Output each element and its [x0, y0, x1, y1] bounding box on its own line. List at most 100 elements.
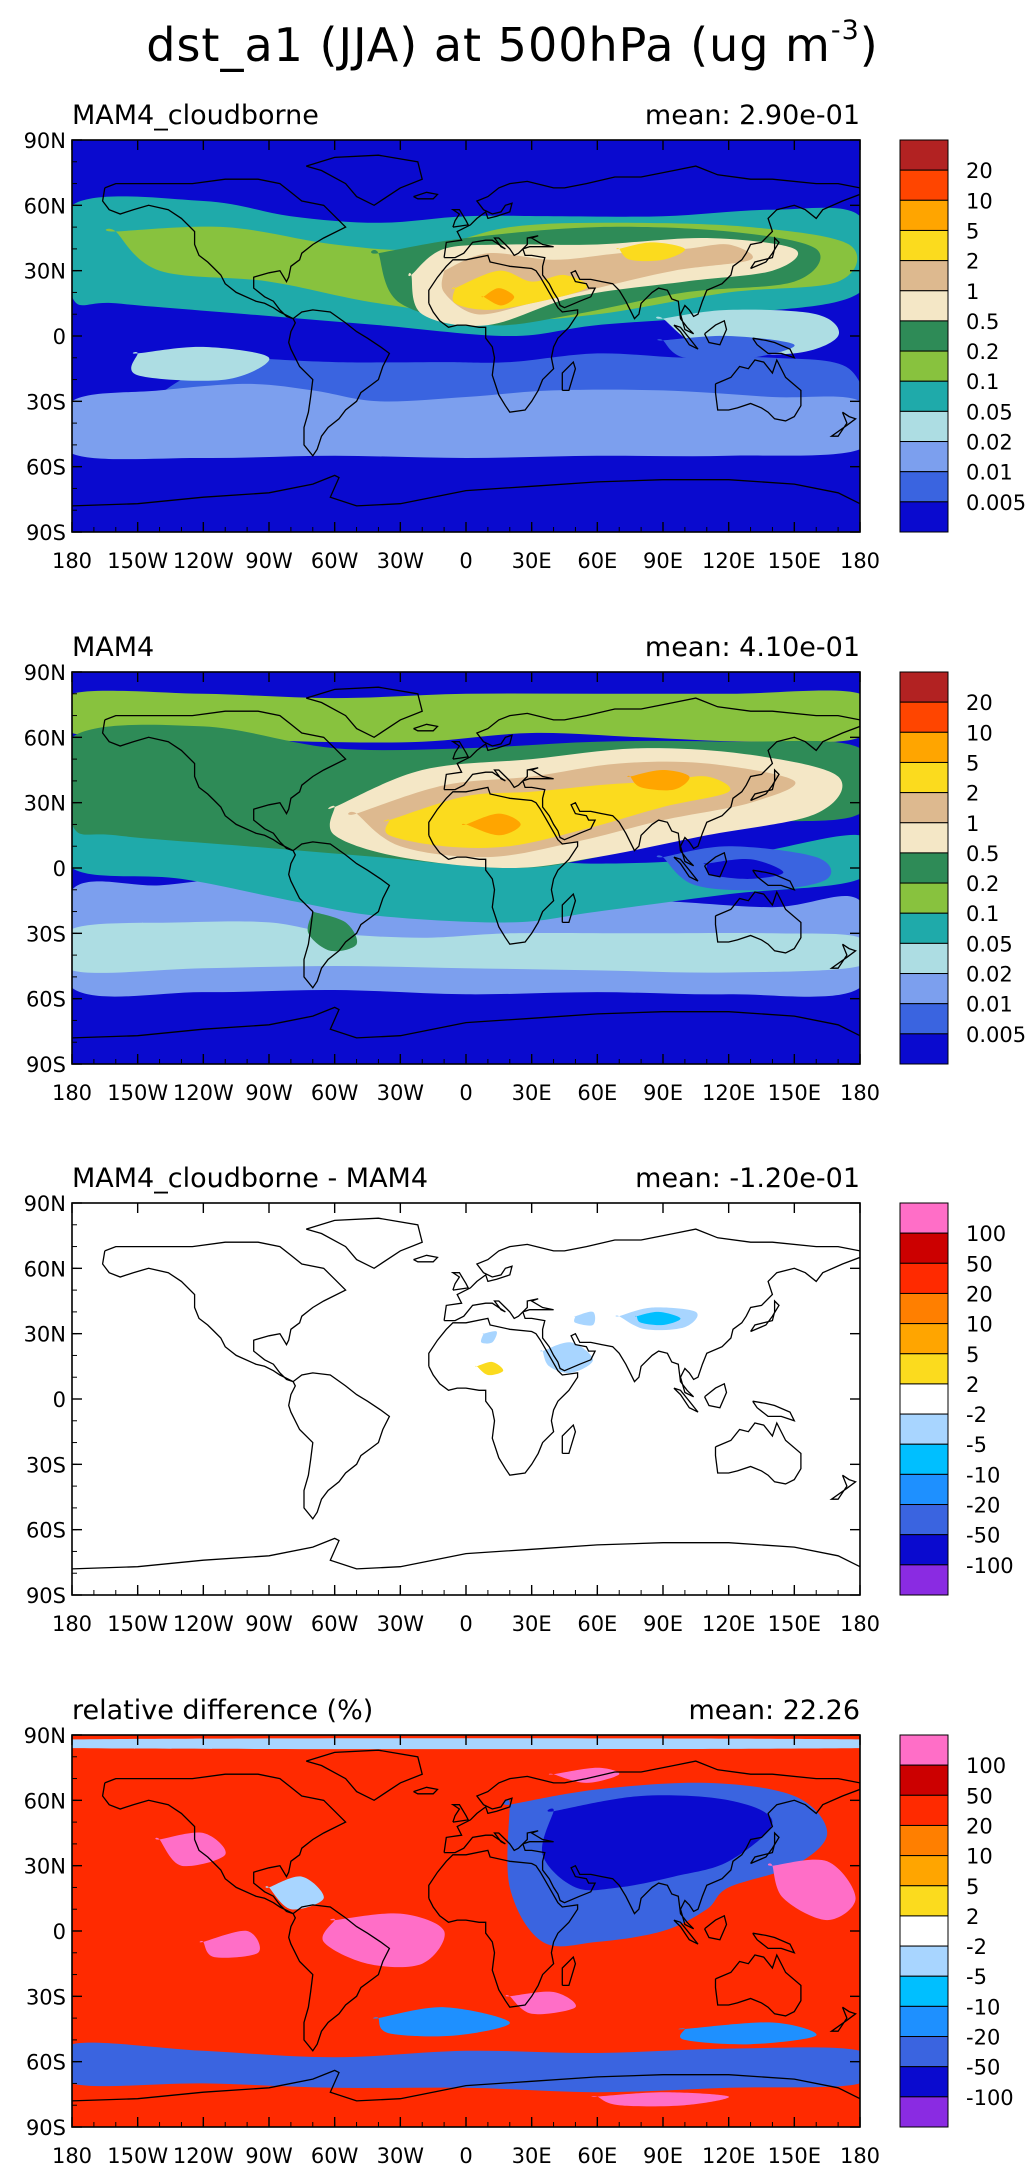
lon-tick-label: 30E [512, 2144, 552, 2168]
colorbar-swatch [899, 1885, 949, 1917]
contour-region [265, 1876, 324, 1910]
coastline [413, 1786, 439, 1795]
contour-region [131, 346, 270, 381]
colorbar-swatch [899, 1734, 949, 1766]
lat-tick-label: 0 [53, 1920, 66, 1944]
coastline [72, 2069, 860, 2102]
coastline [72, 1006, 860, 1039]
lat-tick-label: 90S [26, 521, 66, 545]
lon-tick-label: 0 [459, 549, 472, 573]
lat-tick-label: 30S [26, 390, 66, 414]
lon-tick-label: 180 [840, 2144, 880, 2168]
colorbar-swatch [899, 1855, 949, 1887]
map-panel-3: MAM4_cloudborne - MAM4 mean: -1.20e-01 180… [24, 1163, 1014, 1636]
lat-tick-label: 30N [24, 1855, 66, 1879]
lon-tick-label: 150W [107, 2144, 168, 2168]
lat-tick-label: 0 [53, 857, 66, 881]
coastline [443, 165, 860, 335]
colorbar-label: -5 [966, 1433, 987, 1457]
colorbar-label: -20 [966, 2026, 1000, 2050]
lon-tick-label: 180 [52, 1081, 92, 1105]
lon-tick-label: 120W [173, 2144, 234, 2168]
title-text: dst_a1 (JJA) at 500hPa (ug m [146, 18, 831, 72]
colorbar-swatch [899, 2066, 949, 2098]
lon-tick-label: 60E [577, 549, 617, 573]
panel-mean: mean: -1.20e-01 [635, 1163, 860, 1194]
lat-tick-label: 90S [26, 1584, 66, 1608]
field-shading [72, 672, 860, 1064]
coastline [443, 1760, 860, 1930]
lon-tick-label: 30E [512, 549, 552, 573]
colorbar-label: 20 [966, 1814, 993, 1838]
contour-region [199, 1930, 260, 1958]
coastline [306, 1749, 423, 1802]
lon-tick-label: 150W [107, 549, 168, 573]
contour-region [540, 1342, 593, 1374]
colorbar-label: 2 [966, 782, 979, 806]
colorbar-swatch [899, 2036, 949, 2068]
colorbar-label: 20 [966, 691, 993, 715]
coastline [101, 1241, 347, 1383]
lon-tick-label: 90W [245, 549, 293, 573]
contour-region [505, 1991, 576, 2015]
coastline [750, 1299, 780, 1333]
colorbar-swatch [899, 1202, 949, 1234]
colorbar: 100 50 20 10 5 2 -2 -5 -10 -20 -50 -100 [899, 1734, 1014, 2128]
lon-tick-label: 120W [173, 1612, 234, 1636]
lat-tick-label: 30S [26, 1453, 66, 1477]
figure-title: dst_a1 (JJA) at 500hPa (ug m-3) [0, 0, 1025, 76]
lon-tick-label: 180 [840, 1081, 880, 1105]
lat-tick-label: 30N [24, 260, 66, 284]
lat-tick-label: 90N [24, 1192, 66, 1216]
lat-tick-label: 0 [53, 1388, 66, 1412]
colorbar: 20 10 5 2 1 0.5 0.2 0.1 0.05 0.02 0.01 0.005 [899, 671, 1025, 1065]
colorbar-swatch [899, 2005, 949, 2038]
coastlines [72, 686, 860, 1039]
contour-region [703, 859, 784, 879]
coastline [752, 337, 796, 359]
lon-tick-label: 60W [311, 1612, 359, 1636]
lon-tick-label: 150W [107, 1081, 168, 1105]
colorbar-swatch [899, 380, 949, 412]
colorbar-swatch [899, 761, 949, 794]
contour-region [72, 383, 860, 460]
map-panel-2: MAM4 mean: 4.10e-01 180 150W 120W 90W 60W 30W 0 3… [24, 632, 1025, 1105]
coastline [750, 236, 780, 270]
coastline [829, 943, 857, 969]
lat-tick-label: 30S [26, 922, 66, 946]
colorbar-swatch [899, 501, 949, 533]
colorbar-swatch [899, 1413, 949, 1445]
lon-tick-label: 90W [245, 1081, 293, 1105]
contour-region [574, 1311, 596, 1326]
coastline [561, 892, 577, 924]
lon-tick-label: 150E [768, 1081, 821, 1105]
lon-tick-label: 60W [311, 549, 359, 573]
contour-region [72, 921, 860, 973]
lon-tick-label: 30W [377, 2144, 425, 2168]
coastlines [72, 154, 860, 507]
colorbar-swatch [899, 1945, 949, 1977]
lon-tick-label: 150E [768, 549, 821, 573]
lat-tick-label: 90N [24, 1724, 66, 1748]
lon-tick-label: 60W [311, 1081, 359, 1105]
colorbar-label: -10 [966, 1463, 1000, 1487]
lon-tick-label: 30W [377, 1612, 425, 1636]
colorbar-swatch [899, 942, 949, 975]
contour-region [481, 288, 515, 306]
colorbar-swatch [899, 1564, 949, 1596]
lon-tick-label: 120W [173, 1081, 234, 1105]
contour-region [461, 813, 521, 836]
lon-tick-label: 120E [702, 1612, 755, 1636]
colorbar-swatch [899, 229, 949, 262]
lon-tick-label: 0 [459, 1612, 472, 1636]
coastlines [72, 1749, 860, 2102]
colorbar-label: 0.5 [966, 310, 999, 334]
lon-tick-label: 30E [512, 1612, 552, 1636]
colorbar-label: 0.02 [966, 431, 1013, 455]
colorbar-swatch [899, 1975, 949, 2007]
coastline [413, 1254, 439, 1263]
colorbar-label: 1 [966, 812, 979, 836]
lat-tick-label: 0 [53, 325, 66, 349]
coastline [288, 1904, 391, 2052]
lat-tick-label: 60S [26, 2051, 66, 2075]
